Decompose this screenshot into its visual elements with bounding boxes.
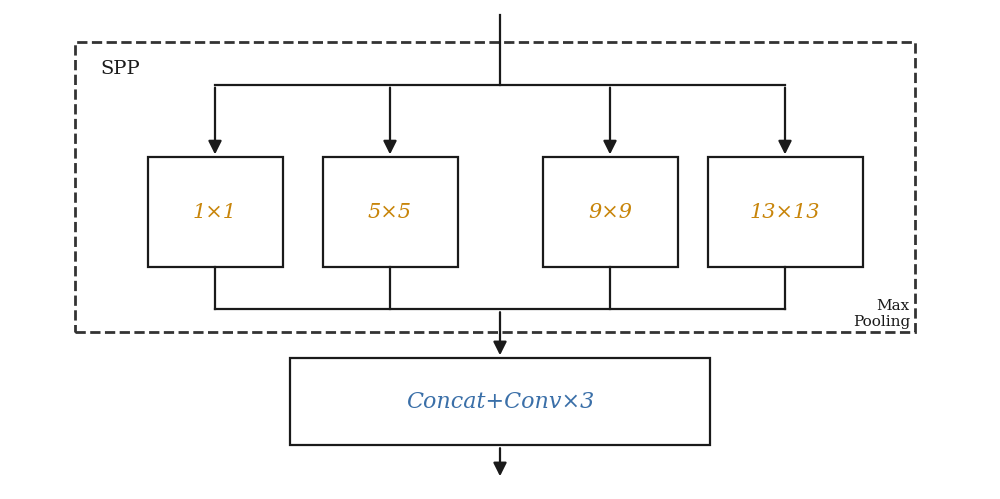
Text: SPP: SPP: [100, 60, 140, 78]
Text: 13×13: 13×13: [750, 203, 820, 222]
Text: 1×1: 1×1: [193, 203, 237, 222]
Text: Concat+Conv×3: Concat+Conv×3: [406, 391, 594, 413]
Text: 9×9: 9×9: [588, 203, 632, 222]
Text: Max
Pooling: Max Pooling: [853, 299, 910, 329]
Bar: [322, 157, 458, 267]
Bar: [290, 358, 710, 445]
Bar: [708, 157, 862, 267]
Bar: [148, 157, 283, 267]
Bar: [75, 42, 915, 332]
Text: 5×5: 5×5: [368, 203, 412, 222]
Bar: [542, 157, 678, 267]
